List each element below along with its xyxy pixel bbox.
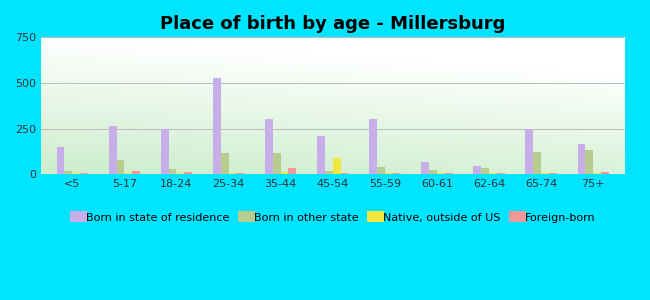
Bar	[437, 173, 445, 174]
Bar	[445, 173, 452, 174]
Bar	[541, 173, 549, 174]
Bar	[525, 128, 533, 174]
Bar	[497, 173, 504, 174]
Bar	[176, 173, 184, 174]
Bar	[229, 173, 237, 174]
Bar	[473, 166, 481, 174]
Bar	[601, 172, 609, 174]
Bar	[109, 126, 116, 174]
Bar	[213, 78, 221, 174]
Title: Place of birth by age - Millersburg: Place of birth by age - Millersburg	[160, 15, 506, 33]
Bar	[273, 153, 281, 174]
Bar	[72, 173, 80, 174]
Bar	[429, 169, 437, 174]
Bar	[317, 136, 325, 174]
Bar	[132, 170, 140, 174]
Bar	[341, 173, 348, 174]
Bar	[533, 152, 541, 174]
Bar	[80, 173, 88, 174]
Bar	[281, 172, 289, 174]
Bar	[161, 130, 168, 174]
Bar	[393, 173, 400, 174]
Legend: Born in state of residence, Born in other state, Native, outside of US, Foreign-: Born in state of residence, Born in othe…	[70, 213, 595, 223]
Bar	[237, 173, 244, 174]
Bar	[549, 173, 556, 174]
Bar	[64, 170, 72, 174]
Bar	[578, 144, 586, 174]
Bar	[421, 162, 429, 174]
Bar	[116, 160, 124, 174]
Bar	[586, 150, 593, 174]
Bar	[377, 167, 385, 174]
Bar	[369, 119, 377, 174]
Bar	[593, 173, 601, 174]
Bar	[265, 119, 273, 174]
Bar	[325, 171, 333, 174]
Bar	[333, 158, 341, 174]
Bar	[57, 147, 64, 174]
Bar	[489, 173, 497, 174]
Bar	[184, 172, 192, 174]
Bar	[221, 153, 229, 174]
Bar	[481, 168, 489, 174]
Bar	[168, 169, 176, 174]
Bar	[385, 173, 393, 174]
Bar	[124, 173, 132, 174]
Bar	[289, 168, 296, 174]
